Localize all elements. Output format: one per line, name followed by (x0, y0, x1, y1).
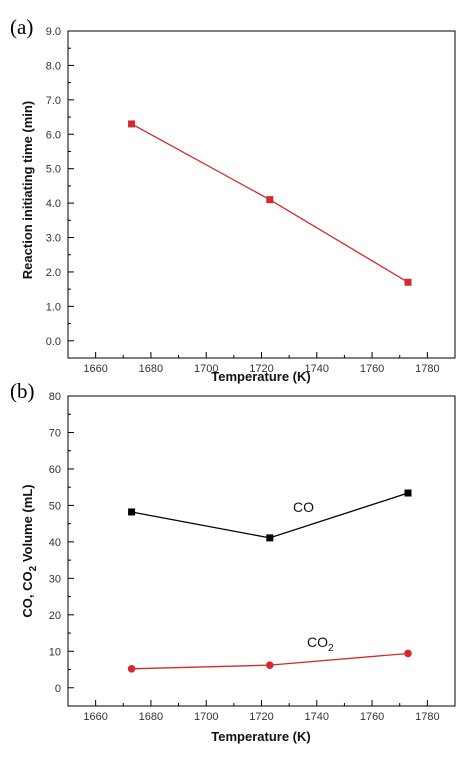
panel-a-x-axis-label: Temperature (K) (211, 369, 310, 384)
series-1-point (127, 665, 136, 673)
x-tick-label: 1700 (194, 711, 218, 723)
y-tick-label: 1.0 (46, 301, 61, 313)
series-1-point (404, 649, 412, 658)
panel-a-series (128, 120, 412, 286)
panel-b-y-axis: 0 10 20 30 40 50 60 70 80 (49, 391, 74, 695)
x-tick-label: 1660 (83, 363, 107, 375)
panel-b-y-axis-label: CO, CO2 Volume (mL) (20, 484, 39, 617)
y-tick-label: 10 (49, 646, 61, 658)
x-tick-label: 1660 (83, 711, 107, 723)
series-label-co: CO (293, 499, 314, 515)
panel-a-label: (a) (10, 15, 33, 39)
panel-b: (b) 1660 1680 1700 1720 1740 1760 1780 0 10 20 30… (10, 379, 456, 744)
y-tick-label: 60 (49, 464, 61, 476)
y-tick-label: 7.0 (46, 95, 61, 107)
series-label-co2: CO2 (307, 634, 334, 654)
y-tick-label: 6.0 (46, 129, 61, 141)
x-tick-label: 1680 (139, 363, 163, 375)
series-1-point (265, 661, 274, 669)
y-tick-label: 70 (49, 427, 61, 439)
y-tick-label: 20 (49, 610, 61, 622)
panel-a-y-axis: 0.0 1.0 2.0 3.0 4.0 5.0 6.0 7.0 8.0 9.0 (46, 26, 74, 348)
x-tick-label: 1680 (139, 711, 163, 723)
y-tick-label: 0 (55, 683, 61, 695)
y-tick-label: 80 (49, 391, 61, 403)
y-tick-label: 3.0 (46, 233, 61, 245)
series-0-line (131, 492, 409, 539)
x-tick-label: 1780 (415, 363, 439, 375)
y-tick-label: 5.0 (46, 164, 61, 176)
y-tick-label: 50 (49, 500, 61, 512)
y-tick-label: 2.0 (46, 267, 61, 279)
x-tick-label: 1720 (249, 363, 273, 375)
panel-a-x-axis: 1660 1680 1700 1720 1740 1760 1780 (83, 352, 440, 375)
panel-a: (a) 1660 1680 1700 1720 1740 1760 1780 0.0 1.0 2… (10, 15, 456, 384)
y-tick-label: 30 (49, 573, 61, 585)
x-tick-label: 1760 (360, 711, 384, 723)
y-tick-label: 9.0 (46, 26, 61, 38)
panel-b-label: (b) (10, 379, 35, 403)
panel-b-x-axis-label: Temperature (K) (211, 729, 310, 744)
x-tick-label: 1760 (360, 363, 384, 375)
y-tick-label: 0.0 (46, 336, 61, 348)
series-0-point (128, 120, 136, 128)
panel-b-x-axis: 1660 1680 1700 1720 1740 1760 1780 (83, 700, 440, 723)
series-0-point (404, 489, 412, 497)
panel-b-plot-frame (67, 395, 456, 707)
panel-a-y-axis-label: Reaction initiating time (min) (20, 101, 35, 279)
y-tick-label: 8.0 (46, 60, 61, 72)
x-tick-label: 1700 (194, 363, 218, 375)
x-tick-label: 1780 (415, 711, 439, 723)
y-tick-label: 4.0 (46, 198, 61, 210)
series-0-point (266, 196, 274, 204)
series-0-point (404, 278, 412, 286)
series-0-point (128, 508, 136, 516)
panel-b-series (127, 489, 412, 673)
x-tick-label: 1740 (305, 363, 329, 375)
x-tick-label: 1720 (249, 711, 273, 723)
series-0-point (266, 534, 274, 542)
y-tick-label: 40 (49, 537, 61, 549)
x-tick-label: 1740 (305, 711, 329, 723)
